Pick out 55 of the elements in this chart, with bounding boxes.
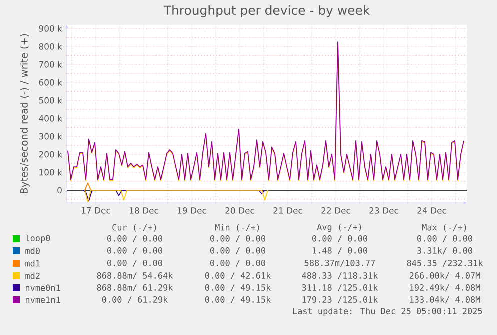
text: 488.33 /118.31k (302, 272, 378, 280)
text: 588.37m/103.77 (304, 260, 376, 268)
legend-label: nvme0n1 (26, 284, 60, 292)
text: 868.88m/ 61.29k (97, 284, 174, 292)
text: 133.04k/ 4.08M (410, 296, 480, 304)
text: 0.00 / 0.00 (418, 235, 472, 243)
x-tick-label: 18 Dec (130, 208, 158, 214)
y-tick-label: 200 k (39, 151, 62, 158)
text: 0.00 / 49.15k (205, 296, 272, 304)
x-tick-label: 20 Dec (226, 208, 254, 214)
y-tick-label: 600 k (39, 79, 62, 86)
legend-label: md1 (26, 260, 40, 267)
text: Max (-/+) (422, 224, 466, 232)
text: 0.00 / 49.15k (205, 284, 272, 292)
text: 0.00 / 0.00 (108, 260, 162, 268)
x-tick-label: 22 Dec (322, 208, 350, 214)
y-tick-label: 0 (58, 187, 62, 194)
text: 0.00 / 0.00 (108, 235, 162, 243)
text: 0.00 / 0.00 (312, 235, 368, 243)
text: 0.00 / 42.61k (205, 272, 272, 280)
text: 0.00 / 61.29k (102, 296, 168, 304)
text: Cur (-/+) (112, 224, 156, 232)
x-tick-label: 24 Dec (418, 208, 446, 214)
y-tick-label: 700 k (39, 61, 62, 68)
y-tick-label: 400 k (39, 115, 62, 122)
text: 179.23 /125.01k (302, 296, 378, 304)
text: Avg (-/+) (317, 224, 362, 232)
chart-title: Throughput per device - by week (164, 5, 370, 18)
x-tick-label: 21 Dec (274, 208, 302, 214)
text: 845.35 /232.31k (407, 260, 484, 268)
y-tick-label: 500 k (39, 97, 62, 104)
y-tick-label: 900 k (39, 25, 62, 32)
legend-label: nvme1n1 (26, 296, 60, 304)
legend-label: loop0 (26, 234, 50, 244)
text: 311.18 /125.01k (302, 284, 378, 292)
text: 0.00 / 0.00 (210, 260, 266, 268)
legend-label: md0 (26, 248, 40, 254)
text: Min (-/+) (215, 224, 260, 232)
text: 192.49k/ 4.08M (410, 284, 480, 292)
text: 0.00 / 0.00 (210, 247, 266, 255)
y-tick-label: 100 k (40, 169, 62, 176)
x-tick-label: 19 Dec (178, 208, 206, 214)
y-axis-title: Bytes/second read (-) / write (+) (20, 34, 30, 194)
text: 868.88m/ 54.64k (97, 272, 174, 280)
y-tick-label: 300 k (39, 133, 62, 140)
legend-label: md2 (26, 272, 40, 280)
text: 0.00 / 0.00 (108, 247, 162, 255)
text: Last update: Thu Dec 25 05:00:11 2025 (293, 308, 482, 316)
x-tick-label: 17 Dec (82, 208, 110, 214)
y-tick-label: 800 k (39, 43, 62, 50)
x-tick-label: 23 Dec (370, 208, 398, 214)
text: 266.00k/ 4.07M (410, 272, 480, 280)
text: 0.00 / 0.00 (210, 235, 266, 243)
text: 3.31k/ 0.00 (418, 247, 472, 255)
text: 1.48 / 0.00 (312, 247, 368, 255)
